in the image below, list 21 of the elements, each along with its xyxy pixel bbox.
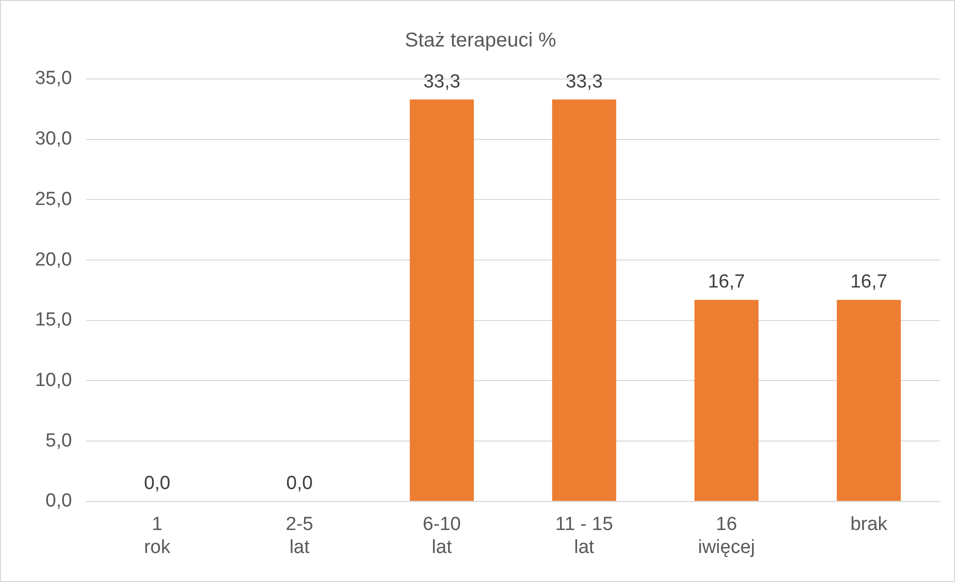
data-label: 16,7 (708, 272, 745, 293)
x-tick-label: brak (850, 514, 888, 536)
y-tick-label: 35,0 (34, 68, 72, 90)
y-tick-label: 20,0 (34, 249, 72, 270)
chart-title: Staż terapeuci % (404, 30, 556, 52)
y-tick-label: 15,0 (34, 310, 72, 331)
data-label: 33,3 (566, 71, 603, 92)
x-tick-label: 16 iwięcej (698, 514, 756, 558)
y-tick-label: 5,0 (46, 430, 72, 452)
x-tick-label: 1 rok (144, 514, 171, 558)
y-tick-label: 10,0 (34, 370, 72, 391)
data-label: 16,7 (850, 272, 888, 293)
y-tick-label: 0,0 (46, 490, 72, 512)
x-tick-label: 6-10 lat (422, 514, 461, 558)
x-tick-label: 2-5 lat (286, 514, 314, 558)
data-label: 33,3 (423, 71, 460, 92)
y-tick-label: 25,0 (34, 188, 72, 210)
data-label: 0,0 (144, 473, 170, 494)
y-tick-label: 30,0 (34, 128, 72, 150)
data-label: 0,0 (286, 473, 313, 494)
x-tick-label: 11 - 15 lat (555, 514, 614, 558)
